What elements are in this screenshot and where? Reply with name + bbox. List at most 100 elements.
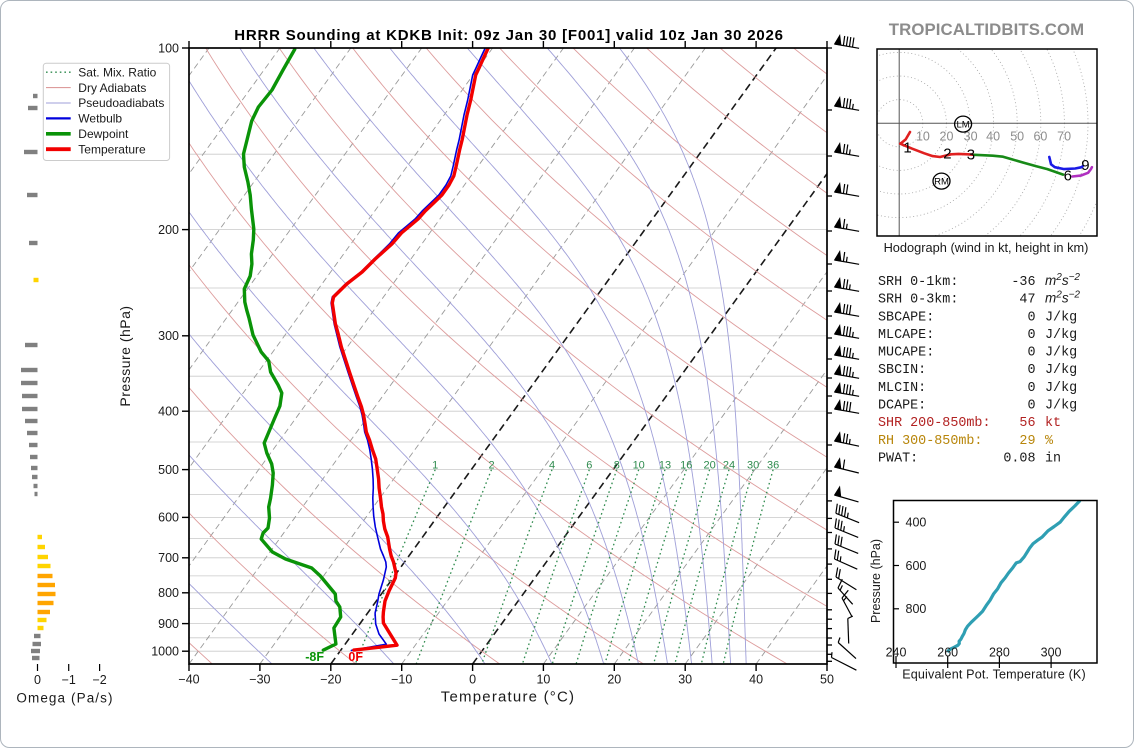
- svg-text:−2: −2: [92, 673, 106, 687]
- svg-text:10: 10: [633, 460, 645, 472]
- svg-text:PWAT:: PWAT:: [878, 451, 918, 466]
- svg-text:6: 6: [586, 460, 592, 472]
- svg-text:Dry Adiabats: Dry Adiabats: [78, 81, 146, 95]
- svg-text:0.08: 0.08: [1003, 451, 1035, 466]
- svg-text:Sat. Mix. Ratio: Sat. Mix. Ratio: [78, 65, 156, 79]
- svg-text:36: 36: [767, 460, 779, 472]
- svg-text:−1: −1: [62, 673, 76, 687]
- svg-text:700: 700: [158, 551, 179, 565]
- svg-text:100: 100: [158, 41, 179, 55]
- svg-text:RH 300-850mb:: RH 300-850mb:: [878, 434, 982, 449]
- svg-text:9: 9: [1081, 157, 1089, 174]
- svg-text:240: 240: [886, 646, 907, 660]
- svg-text:Pressure (hPa): Pressure (hPa): [869, 539, 883, 623]
- svg-text:300: 300: [1041, 646, 1062, 660]
- svg-text:20: 20: [703, 460, 715, 472]
- svg-text:40: 40: [986, 130, 1000, 144]
- svg-text:30: 30: [964, 130, 978, 144]
- svg-text:in: in: [1045, 451, 1061, 466]
- svg-text:0: 0: [1027, 328, 1035, 343]
- svg-text:60: 60: [1033, 130, 1047, 144]
- svg-text:30: 30: [678, 673, 692, 687]
- svg-text:−10: −10: [391, 673, 412, 687]
- svg-text:-8F: -8F: [305, 650, 324, 664]
- svg-text:-36: -36: [1011, 275, 1035, 290]
- svg-text:800: 800: [906, 602, 927, 616]
- svg-text:TROPICALTIDBITS.COM: TROPICALTIDBITS.COM: [889, 20, 1085, 39]
- svg-text:2: 2: [943, 145, 951, 162]
- svg-text:kt: kt: [1045, 416, 1061, 431]
- svg-text:29: 29: [1019, 434, 1035, 449]
- svg-text:16: 16: [680, 460, 692, 472]
- svg-text:Pressure (hPa): Pressure (hPa): [117, 305, 133, 406]
- svg-text:J/kg: J/kg: [1045, 381, 1077, 396]
- svg-text:Omega (Pa/s): Omega (Pa/s): [16, 691, 113, 706]
- svg-text:Equivalent Pot. Temperature (K: Equivalent Pot. Temperature (K): [902, 668, 1086, 682]
- svg-text:0F: 0F: [348, 650, 363, 664]
- svg-text:HRRR Sounding at KDKB Init: 09: HRRR Sounding at KDKB Init: 09z Jan 30 […: [234, 27, 784, 44]
- svg-text:J/kg: J/kg: [1045, 363, 1077, 378]
- svg-text:280: 280: [989, 646, 1010, 660]
- svg-text:LM: LM: [956, 120, 969, 131]
- svg-text:260: 260: [937, 646, 958, 660]
- svg-text:20: 20: [607, 673, 621, 687]
- svg-text:24: 24: [723, 460, 735, 472]
- svg-text:J/kg: J/kg: [1045, 328, 1077, 343]
- svg-text:20: 20: [940, 130, 954, 144]
- svg-text:50: 50: [1010, 130, 1024, 144]
- svg-text:3: 3: [967, 147, 975, 164]
- svg-text:1000: 1000: [151, 645, 179, 659]
- svg-text:40: 40: [749, 673, 763, 687]
- svg-text:8: 8: [614, 460, 620, 472]
- svg-text:0: 0: [34, 673, 41, 687]
- svg-text:Wetbulb: Wetbulb: [78, 112, 122, 126]
- svg-text:10: 10: [536, 673, 550, 687]
- svg-text:J/kg: J/kg: [1045, 346, 1077, 361]
- svg-text:900: 900: [158, 617, 179, 631]
- svg-text:SBCIN:: SBCIN:: [878, 363, 926, 378]
- svg-text:0: 0: [1027, 381, 1035, 396]
- svg-text:Temperature: Temperature: [78, 142, 146, 156]
- svg-text:6: 6: [1064, 168, 1072, 185]
- svg-text:Dewpoint: Dewpoint: [78, 127, 129, 141]
- svg-text:SRH 0-1km:: SRH 0-1km:: [878, 275, 958, 290]
- svg-text:Pseudoadiabats: Pseudoadiabats: [78, 96, 164, 110]
- svg-text:30: 30: [747, 460, 759, 472]
- svg-text:−30: −30: [249, 673, 270, 687]
- svg-text:400: 400: [906, 516, 927, 530]
- svg-text:300: 300: [158, 329, 179, 343]
- svg-text:MLCIN:: MLCIN:: [878, 381, 926, 396]
- svg-text:800: 800: [158, 586, 179, 600]
- svg-text:MLCAPE:: MLCAPE:: [878, 328, 934, 343]
- svg-text:Hodograph (wind in kt, height: Hodograph (wind in kt, height in km): [884, 240, 1089, 255]
- svg-text:MUCAPE:: MUCAPE:: [878, 346, 934, 361]
- svg-text:0: 0: [1027, 310, 1035, 325]
- svg-text:1: 1: [903, 139, 911, 156]
- svg-text:50: 50: [820, 673, 834, 687]
- svg-text:%: %: [1045, 434, 1054, 449]
- svg-text:Temperature (°C): Temperature (°C): [441, 689, 575, 706]
- svg-text:DCAPE:: DCAPE:: [878, 399, 926, 414]
- svg-text:500: 500: [158, 463, 179, 477]
- svg-text:−40: −40: [178, 673, 199, 687]
- svg-text:600: 600: [906, 559, 927, 573]
- svg-text:0: 0: [1027, 399, 1035, 414]
- svg-text:0: 0: [1027, 363, 1035, 378]
- svg-text:SBCAPE:: SBCAPE:: [878, 310, 934, 325]
- svg-text:10: 10: [916, 130, 930, 144]
- svg-text:47: 47: [1019, 293, 1035, 308]
- svg-text:600: 600: [158, 511, 179, 525]
- svg-text:SHR 200-850mb:: SHR 200-850mb:: [878, 416, 991, 431]
- svg-text:200: 200: [158, 223, 179, 237]
- svg-text:J/kg: J/kg: [1045, 399, 1077, 414]
- svg-text:SRH 0-3km:: SRH 0-3km:: [878, 293, 958, 308]
- svg-text:J/kg: J/kg: [1045, 310, 1077, 325]
- svg-text:400: 400: [158, 405, 179, 419]
- svg-text:13: 13: [659, 460, 671, 472]
- svg-text:70: 70: [1057, 130, 1071, 144]
- svg-text:2: 2: [488, 460, 494, 472]
- svg-text:1: 1: [432, 460, 438, 472]
- svg-text:0: 0: [469, 673, 476, 687]
- svg-text:RM: RM: [934, 177, 949, 188]
- svg-text:−20: −20: [320, 673, 341, 687]
